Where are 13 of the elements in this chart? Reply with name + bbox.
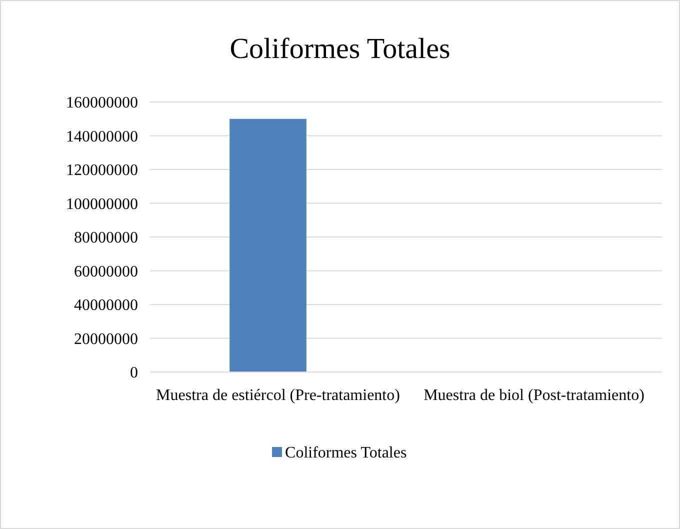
y-tick-label: 20000000 bbox=[74, 330, 138, 348]
y-tick-label: 80000000 bbox=[74, 230, 138, 247]
x-tick-label: Muestra de biol (Post-tratamiento) bbox=[424, 387, 644, 404]
y-tick-label: 40000000 bbox=[74, 297, 138, 314]
legend-label: Coliformes Totales bbox=[285, 444, 407, 462]
chart-title: Coliformes Totales bbox=[230, 33, 450, 65]
y-tick-label: 0 bbox=[130, 364, 138, 382]
y-tick-label: 120000000 bbox=[66, 162, 138, 180]
y-tick-label: 100000000 bbox=[66, 196, 138, 213]
y-tick-label: 160000000 bbox=[66, 94, 138, 112]
y-tick-label: 60000000 bbox=[74, 263, 138, 280]
y-tick-label: 140000000 bbox=[66, 128, 138, 146]
x-tick-label: Muestra de estiércol (Pre-tratamiento) bbox=[156, 387, 400, 404]
